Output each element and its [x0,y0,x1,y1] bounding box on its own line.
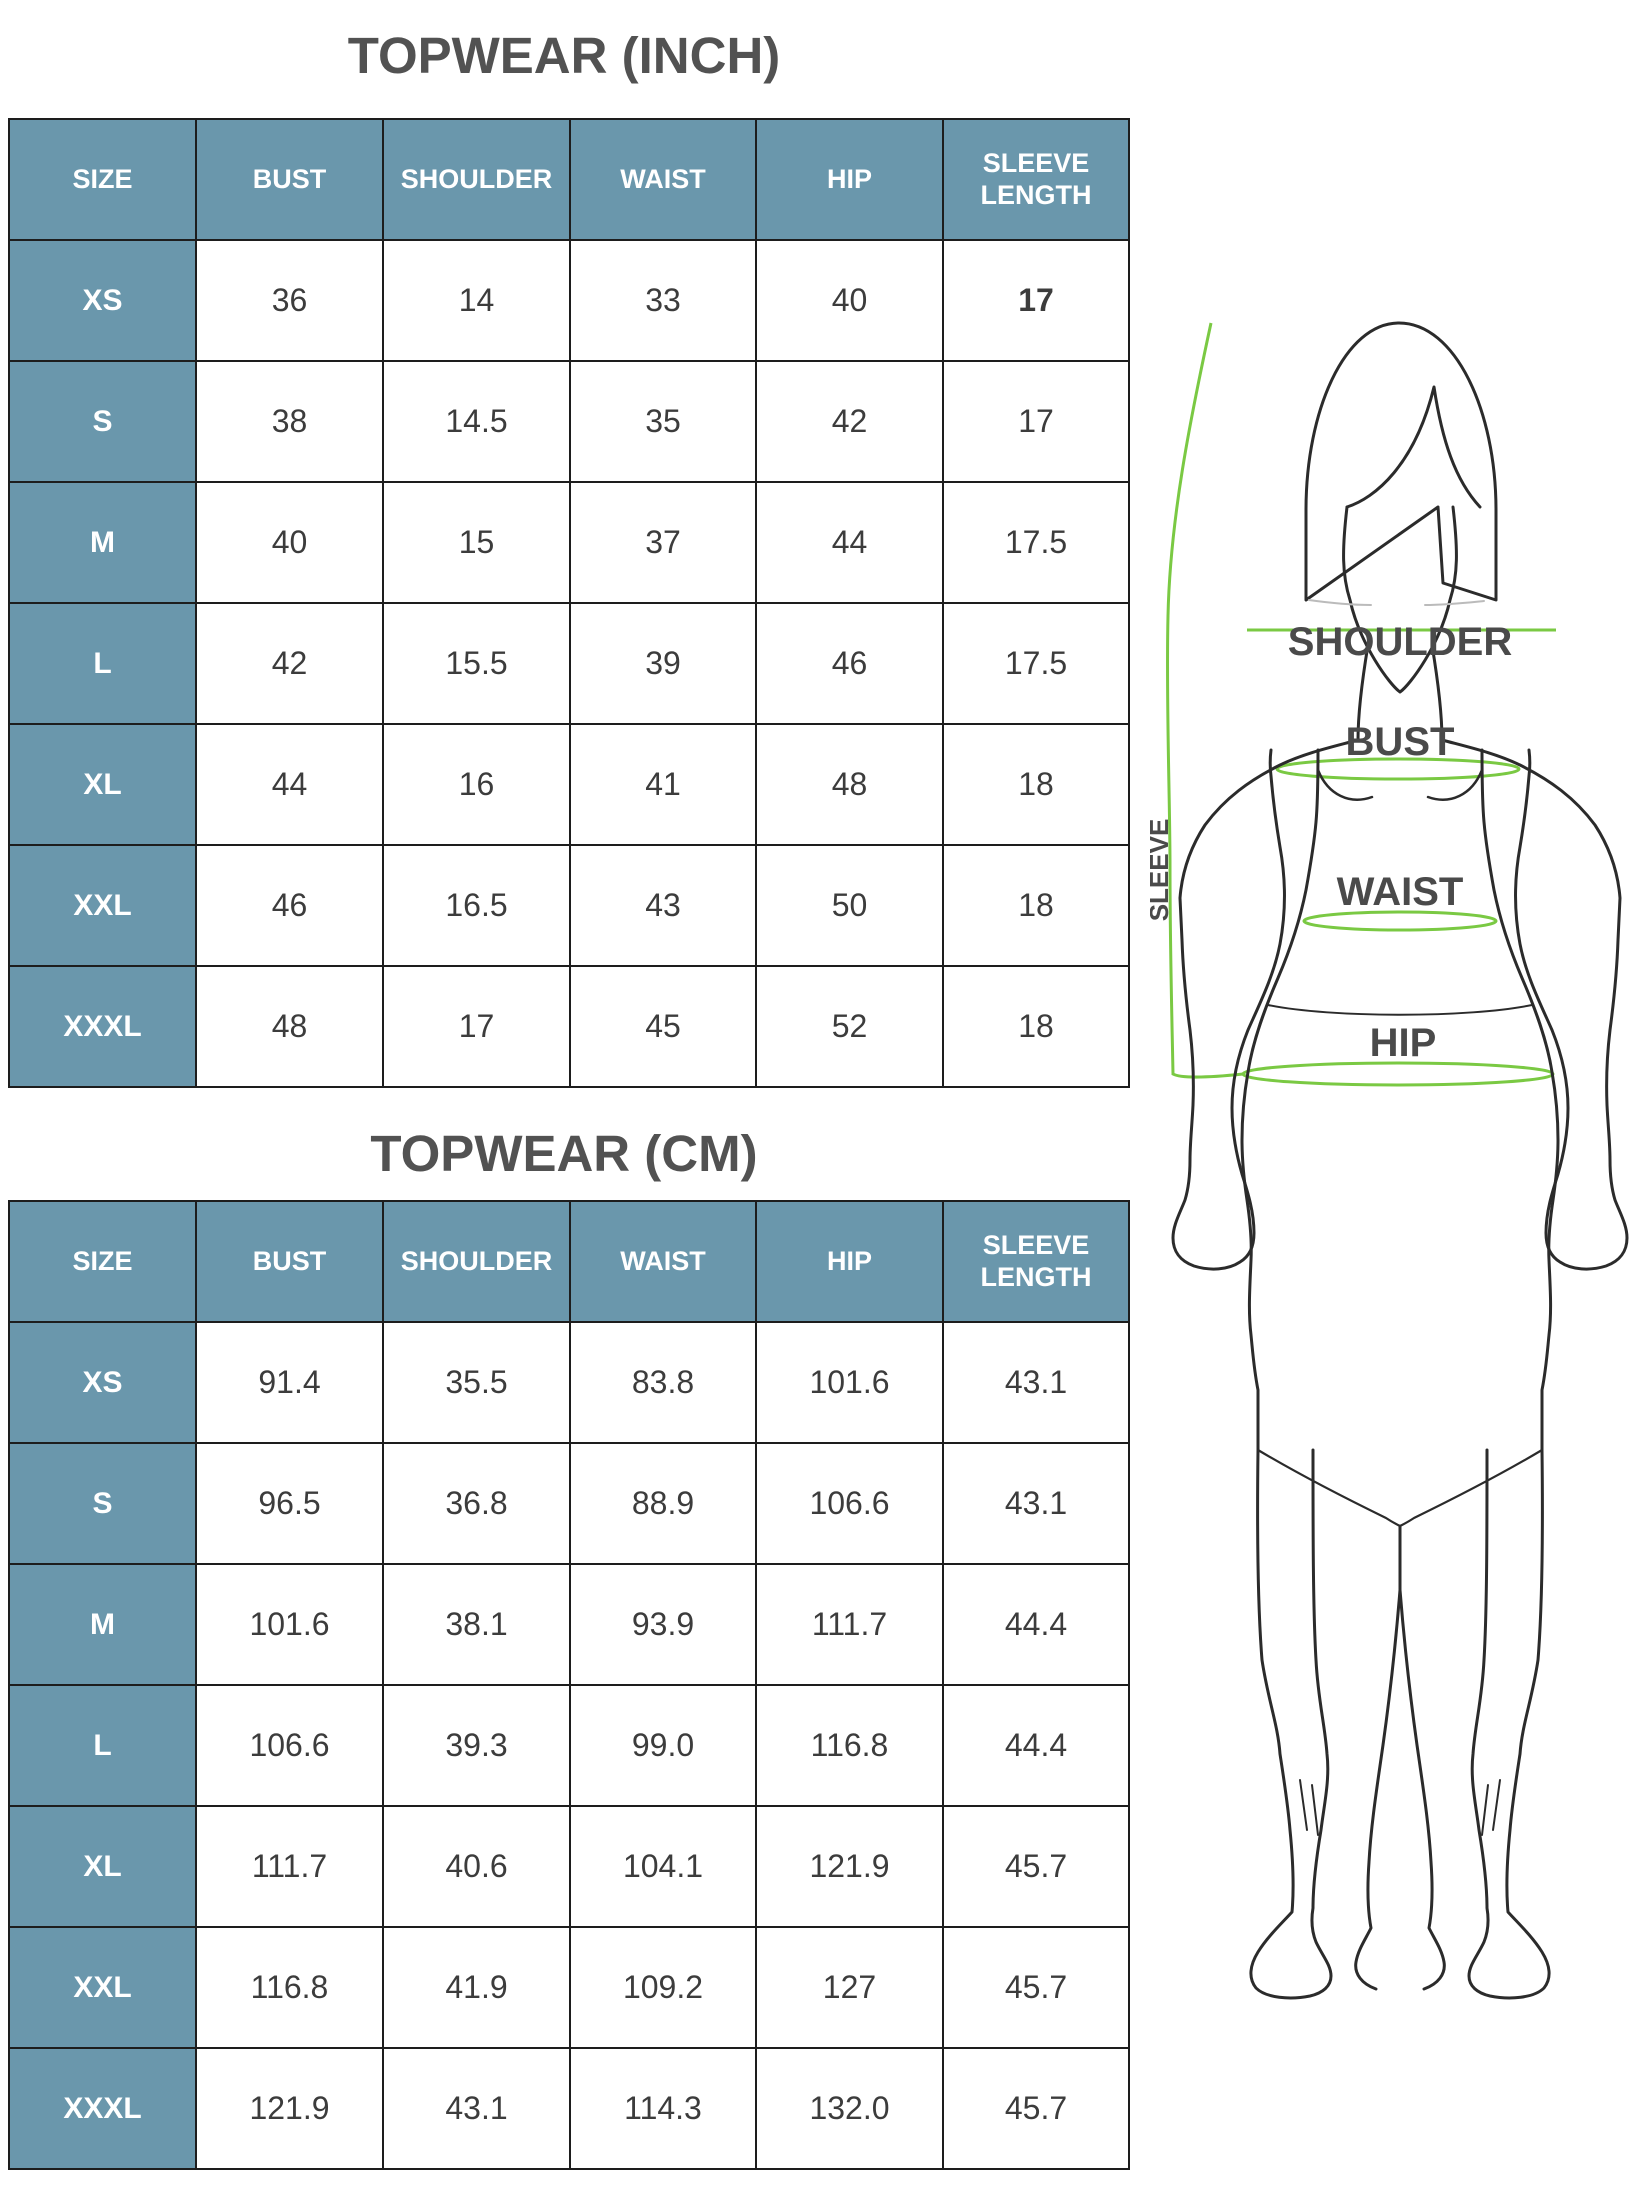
svg-text:HIP: HIP [1370,1021,1437,1065]
svg-text:WAIST: WAIST [1337,870,1464,914]
svg-text:SLEEVE: SLEEVE [1150,819,1174,922]
svg-text:SHOULDER: SHOULDER [1288,620,1513,664]
svg-text:BUST: BUST [1346,720,1455,764]
